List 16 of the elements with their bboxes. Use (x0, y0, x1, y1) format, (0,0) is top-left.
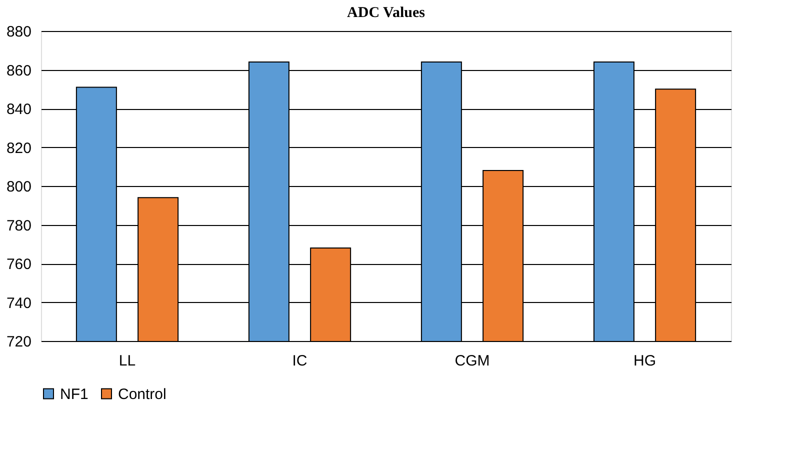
y-tick-label: 720 (6, 334, 32, 350)
x-tick-label: HG (634, 352, 656, 370)
y-tick-label: 880 (6, 24, 32, 40)
x-tick-label: CGM (454, 352, 490, 370)
x-tick-label: LL (118, 352, 136, 370)
y-tick-label: 780 (6, 217, 32, 234)
chart-title: ADC Values (347, 5, 426, 21)
y-tick-label: 860 (6, 62, 32, 80)
y-tick-label: 800 (6, 178, 32, 196)
legend-label: NF1 (60, 386, 88, 403)
y-tick-label: 760 (6, 256, 32, 273)
legend-label: Control (118, 386, 166, 403)
x-tick-label: IC (292, 352, 308, 370)
y-tick-label: 840 (6, 101, 32, 118)
y-tick-label: 740 (6, 294, 32, 312)
y-tick-label: 820 (6, 140, 32, 157)
